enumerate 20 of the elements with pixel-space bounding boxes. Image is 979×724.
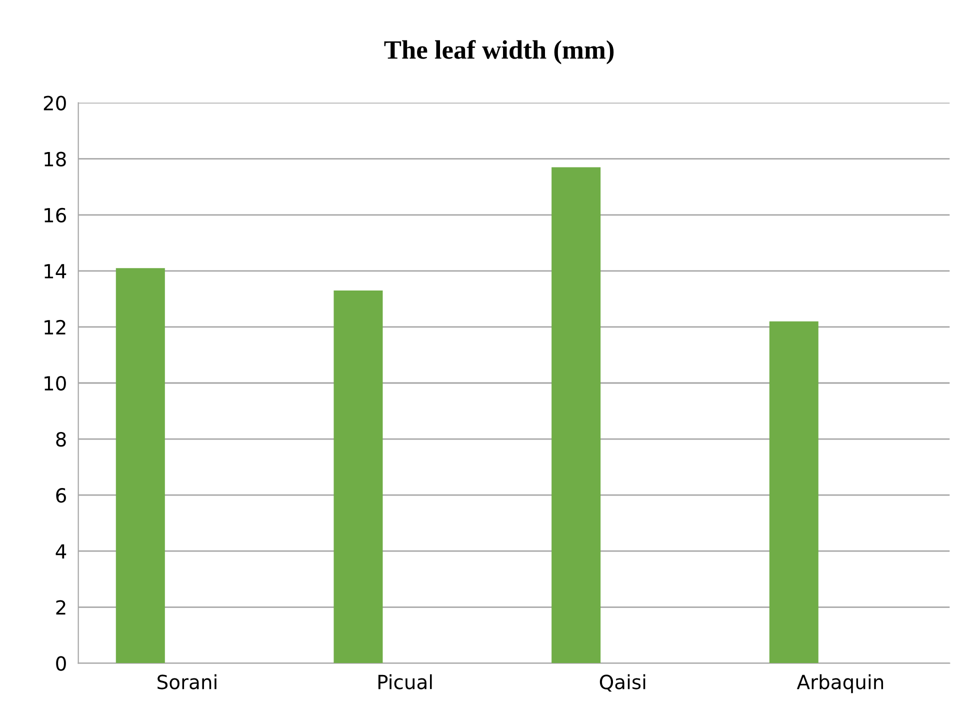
y-tick-label: 12	[44, 320, 66, 334]
y-tick-label: 8	[56, 432, 66, 447]
y-tick-label: 2	[56, 600, 66, 615]
y-tick-label: 0	[56, 656, 66, 671]
bar	[769, 321, 818, 664]
x-tick-label: Picual	[378, 674, 432, 690]
y-tick-label: 14	[44, 264, 66, 278]
y-tick-label: 10	[44, 376, 66, 391]
bar	[552, 167, 601, 664]
y-tick-label: 18	[44, 152, 66, 167]
y-tick-label: 6	[56, 488, 66, 503]
y-tick-label: 4	[56, 544, 66, 558]
y-tick-label: 16	[44, 208, 66, 223]
chart-title: The leaf width (mm)	[384, 40, 614, 64]
bar	[116, 268, 165, 664]
x-tick-label: Qaisi	[600, 674, 646, 692]
x-tick-label: Arbaquin	[796, 674, 884, 694]
bar	[334, 290, 383, 664]
x-tick-label: Sorani	[158, 674, 216, 690]
y-tick-label: 20	[44, 96, 66, 110]
